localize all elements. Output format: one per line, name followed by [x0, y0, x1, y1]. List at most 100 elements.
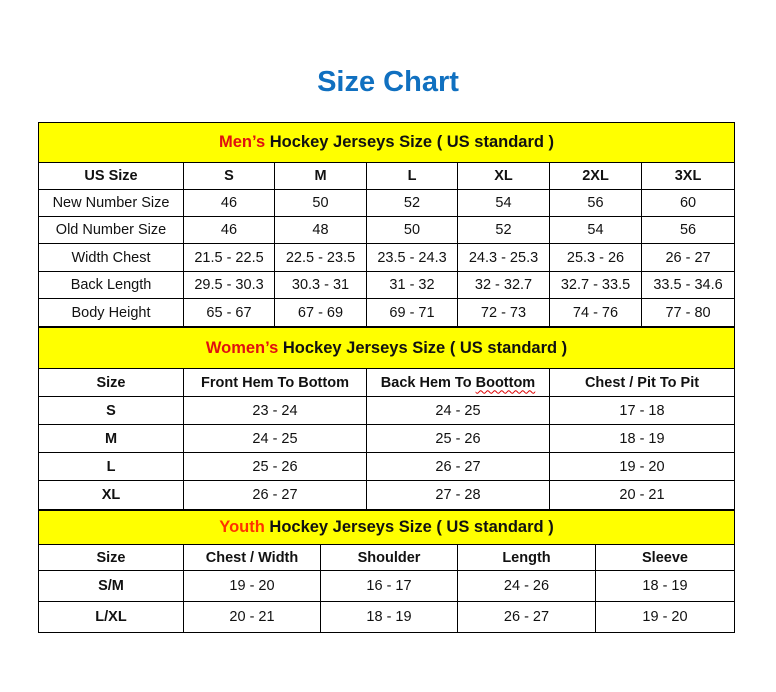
table-cell: 26 - 27	[457, 601, 596, 633]
misspelled-word: Boottom	[475, 374, 536, 391]
column-header: 2XL	[549, 162, 642, 190]
column-header: M	[274, 162, 367, 190]
table-row: S/M 19 - 20 16 - 17 24 - 26 18 - 19	[38, 570, 736, 602]
size-chart: Men’s Hockey Jerseys Size ( US standard …	[37, 122, 736, 633]
table-cell: 32.7 - 33.5	[549, 271, 642, 299]
column-header: L	[366, 162, 458, 190]
table-cell: 50	[366, 216, 458, 244]
table-cell: 24 - 25	[183, 424, 367, 453]
youth-label: Youth	[219, 518, 265, 536]
row-label: L	[38, 452, 184, 481]
table-cell: 26 - 27	[366, 452, 550, 481]
column-header: Shoulder	[320, 544, 458, 571]
table-cell: 46	[183, 189, 275, 217]
table-row: New Number Size 46 50 52 54 56 60	[38, 189, 736, 217]
table-cell: 26 - 27	[640, 243, 736, 272]
table-cell: 46	[183, 216, 275, 244]
table-cell: 25 - 26	[366, 424, 550, 453]
table-cell: 29.5 - 30.3	[183, 271, 275, 299]
table-cell: 18 - 19	[594, 570, 736, 602]
column-header: Chest / Pit To Pit	[548, 368, 736, 397]
mens-label-rest: Hockey Jerseys Size ( US standard )	[265, 133, 555, 151]
table-cell: 67 - 69	[274, 298, 367, 327]
table-cell: 22.5 - 23.5	[274, 243, 367, 272]
table-cell: 27 - 28	[366, 480, 550, 510]
table-cell: 25.3 - 26	[549, 243, 642, 272]
youth-header-row: Size Chest / Width Shoulder Length Sleeve	[38, 544, 736, 571]
table-cell: 24.3 - 25.3	[457, 243, 550, 272]
column-header: Front Hem To Bottom	[183, 368, 367, 397]
table-cell: 18 - 19	[320, 601, 458, 633]
table-cell: 69 - 71	[366, 298, 458, 327]
table-cell: 16 - 17	[320, 570, 458, 602]
table-cell: 48	[274, 216, 367, 244]
table-row: Old Number Size 46 48 50 52 54 56	[38, 216, 736, 244]
column-header: 3XL	[640, 162, 736, 190]
womens-label-rest: Hockey Jerseys Size ( US standard )	[278, 338, 568, 357]
table-row: M 24 - 25 25 - 26 18 - 19	[38, 424, 736, 453]
youth-table: Youth Hockey Jerseys Size ( US standard …	[37, 510, 736, 633]
mens-header-row: US Size S M L XL 2XL 3XL	[38, 162, 736, 190]
table-cell: 23 - 24	[183, 396, 367, 425]
row-label: Old Number Size	[38, 216, 184, 244]
column-header: XL	[457, 162, 550, 190]
row-label: Width Chest	[38, 243, 184, 272]
table-cell: 24 - 26	[457, 570, 596, 602]
column-header: Size	[38, 544, 184, 571]
row-label: M	[38, 424, 184, 453]
column-header: Size	[38, 368, 184, 397]
table-cell: 19 - 20	[183, 570, 321, 602]
table-cell: 24 - 25	[366, 396, 550, 425]
table-cell: 54	[457, 189, 550, 217]
mens-table: Men’s Hockey Jerseys Size ( US standard …	[37, 122, 736, 327]
table-row: L 25 - 26 26 - 27 19 - 20	[38, 452, 736, 481]
table-cell: 26 - 27	[183, 480, 367, 510]
table-row: L/XL 20 - 21 18 - 19 26 - 27 19 - 20	[38, 601, 736, 633]
row-label: XL	[38, 480, 184, 510]
mens-label: Men’s	[219, 133, 266, 151]
row-label: S	[38, 396, 184, 425]
column-header: US Size	[38, 162, 184, 190]
table-cell: 25 - 26	[183, 452, 367, 481]
womens-table: Women’s Hockey Jerseys Size ( US standar…	[37, 327, 736, 510]
column-header: S	[183, 162, 275, 190]
table-cell: 65 - 67	[183, 298, 275, 327]
table-cell: 60	[640, 189, 736, 217]
table-cell: 33.5 - 34.6	[640, 271, 736, 299]
table-row: Back Length 29.5 - 30.3 30.3 - 31 31 - 32 32…	[38, 271, 736, 299]
page-title: Size Chart	[317, 66, 459, 98]
column-header: Sleeve	[594, 544, 736, 571]
table-row: S 23 - 24 24 - 25 17 - 18	[38, 396, 736, 425]
table-cell: 18 - 19	[548, 424, 736, 453]
column-header: Chest / Width	[183, 544, 321, 571]
column-header: Back Hem To Boottom	[366, 368, 550, 397]
womens-header-row: Size Front Hem To Bottom Back Hem To Boott…	[38, 368, 736, 397]
column-header: Length	[457, 544, 596, 571]
table-cell: 31 - 32	[366, 271, 458, 299]
table-cell: 23.5 - 24.3	[366, 243, 458, 272]
row-label: L/XL	[38, 601, 184, 633]
table-cell: 54	[549, 216, 642, 244]
youth-label-rest: Hockey Jerseys Size ( US standard )	[264, 518, 554, 536]
table-cell: 52	[457, 216, 550, 244]
table-cell: 19 - 20	[548, 452, 736, 481]
table-cell: 56	[549, 189, 642, 217]
table-row: Body Height 65 - 67 67 - 69 69 - 71 72 - 73 7…	[38, 298, 736, 327]
row-label: Body Height	[38, 298, 184, 327]
row-label: New Number Size	[38, 189, 184, 217]
table-cell: 17 - 18	[548, 396, 736, 425]
row-label: Back Length	[38, 271, 184, 299]
row-label: S/M	[38, 570, 184, 602]
table-cell: 77 - 80	[640, 298, 736, 327]
table-cell: 21.5 - 22.5	[183, 243, 275, 272]
table-cell: 74 - 76	[549, 298, 642, 327]
table-cell: 50	[274, 189, 367, 217]
womens-label: Women’s	[205, 338, 279, 357]
youth-section-header: Youth Hockey Jerseys Size ( US standard …	[37, 510, 736, 545]
table-cell: 56	[640, 216, 736, 244]
table-row: Width Chest 21.5 - 22.5 22.5 - 23.5 23.5 - …	[38, 243, 736, 272]
table-cell: 32 - 32.7	[457, 271, 550, 299]
table-cell: 72 - 73	[457, 298, 550, 327]
mens-section-header: Men’s Hockey Jerseys Size ( US standard …	[37, 122, 736, 163]
table-row: XL 26 - 27 27 - 28 20 - 21	[38, 480, 736, 510]
